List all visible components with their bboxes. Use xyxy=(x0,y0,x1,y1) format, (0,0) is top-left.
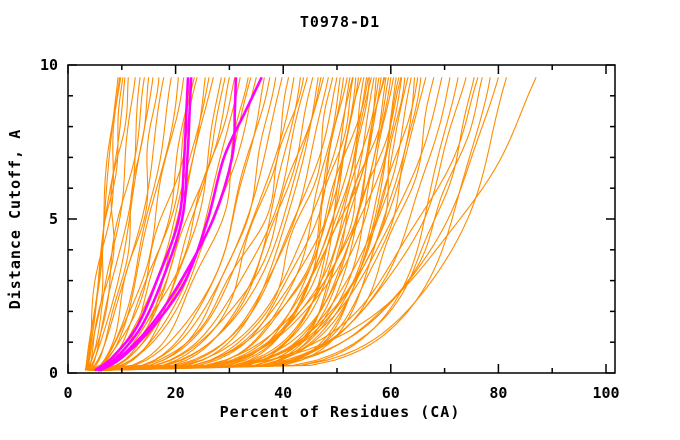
orange-curve xyxy=(93,77,443,372)
orange-curve xyxy=(92,77,375,372)
x-tick-label: 40 xyxy=(274,384,292,402)
orange-curve xyxy=(94,77,372,372)
y-tick-label: 5 xyxy=(49,210,58,228)
orange-curve xyxy=(91,77,325,372)
x-axis-label: Percent of Residues (CA) xyxy=(219,403,461,421)
orange-curve xyxy=(93,77,338,372)
orange-curve xyxy=(94,77,475,372)
orange-curve xyxy=(97,77,537,372)
orange-curve xyxy=(93,77,271,372)
orange-curve xyxy=(90,77,160,371)
orange-curve xyxy=(93,77,406,372)
magenta-curve xyxy=(94,77,190,372)
orange-curve xyxy=(93,77,508,372)
orange-curve xyxy=(96,77,483,372)
orange-curve xyxy=(90,77,308,372)
x-tick-label: 20 xyxy=(167,384,185,402)
orange-curve xyxy=(95,77,467,372)
orange-curve xyxy=(88,77,141,371)
orange-curve xyxy=(95,77,386,372)
y-tick-label: 0 xyxy=(49,364,58,382)
orange-curve xyxy=(90,77,380,372)
orange-curve xyxy=(89,77,236,372)
orange-curve xyxy=(88,77,198,372)
orange-curve xyxy=(91,77,241,372)
orange-curve xyxy=(90,77,185,371)
orange-curve xyxy=(94,77,491,372)
orange-curve xyxy=(85,77,145,371)
orange-curve xyxy=(89,77,277,372)
orange-curve xyxy=(88,77,230,372)
x-tick-label: 0 xyxy=(63,384,72,402)
orange-curve xyxy=(89,77,179,372)
orange-curve xyxy=(93,77,369,372)
magenta-curve xyxy=(99,76,263,372)
orange-curve xyxy=(89,77,341,372)
orange-curve xyxy=(89,77,172,371)
orange-curve xyxy=(91,77,392,372)
orange-curve xyxy=(97,77,479,372)
orange-curve xyxy=(86,77,136,371)
orange-curve xyxy=(90,77,334,372)
orange-curve xyxy=(96,77,419,372)
orange-curve xyxy=(94,77,412,372)
orange-curve xyxy=(94,77,395,372)
orange-curve xyxy=(92,77,305,372)
orange-curve xyxy=(85,77,121,371)
orange-curve xyxy=(87,77,165,371)
orange-curve xyxy=(95,77,403,372)
orange-curve xyxy=(90,77,210,372)
y-tick-label: 10 xyxy=(40,56,58,74)
orange-curve xyxy=(95,77,499,372)
orange-curve xyxy=(92,77,427,372)
x-tick-label: 60 xyxy=(382,384,400,402)
orange-curve xyxy=(94,77,301,372)
orange-curve xyxy=(86,77,154,371)
orange-curve xyxy=(90,77,351,372)
orange-curve xyxy=(94,77,422,372)
orange-curve xyxy=(93,77,365,372)
orange-curve xyxy=(92,77,402,372)
orange-curve xyxy=(91,77,370,372)
orange-curve xyxy=(93,77,382,372)
chart-title: T0978-D1 xyxy=(299,13,381,31)
orange-curve xyxy=(92,77,222,372)
orange-curve xyxy=(92,77,283,372)
orange-curve xyxy=(93,77,354,372)
x-tick-label: 80 xyxy=(489,384,507,402)
magenta-curve xyxy=(96,77,193,372)
orange-curve xyxy=(94,77,329,372)
orange-curve xyxy=(92,77,390,372)
orange-curve xyxy=(91,77,295,372)
orange-curve xyxy=(86,77,122,371)
orange-curve xyxy=(91,77,354,372)
orange-curve xyxy=(95,77,319,372)
orange-curve xyxy=(94,77,368,372)
x-tick-label: 100 xyxy=(592,384,619,402)
orange-curve xyxy=(92,77,314,372)
orange-curve xyxy=(94,77,290,372)
orange-curve xyxy=(87,77,129,371)
